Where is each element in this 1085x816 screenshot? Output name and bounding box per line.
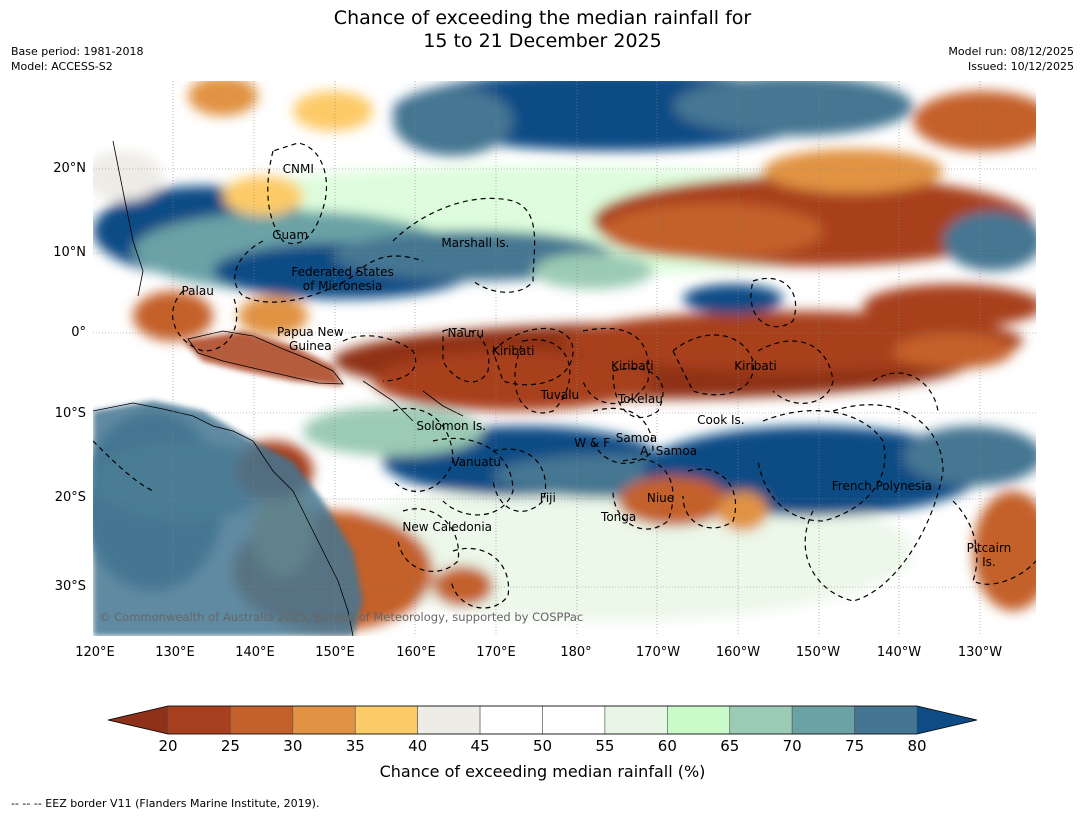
lat-tick: 10°S [54,406,86,421]
model-run: Model run: 08/12/2025 [948,45,1074,58]
copyright-notice: © Commonwealth of Australia 2025, Bureau… [99,610,584,624]
lon-tick: 160°W [715,645,761,660]
lon-tick: 130°W [957,645,1003,660]
colorbar-tick: 75 [845,737,865,755]
colorbar-segment [604,705,668,735]
region-label: Fiji [539,491,556,506]
colorbar-segment [479,705,543,735]
land-mask [93,331,363,636]
eez-borders [93,142,1036,609]
colorbar-high-extend [917,706,977,734]
model-name: Model: ACCESS-S2 [11,60,113,73]
region-label: CNMI [282,162,314,176]
region-label: Kiribati [611,359,654,374]
colorbar-segment [854,705,918,735]
region-label: Palau [181,284,214,299]
colorbar-segment [167,705,231,735]
colorbar [107,705,978,735]
title-line-2: 15 to 21 December 2025 [423,30,662,52]
region-label: Vanuatu [451,454,501,469]
lon-tick: 150°E [315,645,355,660]
base-period: Base period: 1981-2018 [11,45,144,58]
region-label: Federated States of Micronesia [291,264,394,293]
lat-tick: 20°S [54,490,86,505]
region-label: Pitcairn Is. [966,541,1012,570]
colorbar-segment [542,705,606,735]
lon-tick: 150°W [795,645,841,660]
colorbar-tick: 30 [283,737,303,755]
colorbar-segment [417,705,481,735]
region-label: Guam [272,227,309,242]
lon-tick: 170°E [476,645,516,660]
colorbar-segment [667,705,731,735]
lon-tick: 140°E [235,645,275,660]
region-label: Marshall Is. [441,235,510,250]
meta-left: Base period: 1981-2018 Model: ACCESS-S2 [11,44,143,74]
lat-tick: 30°S [54,579,86,594]
colorbar-label: Chance of exceeding median rainfall (%) [379,762,706,781]
colorbar-segment [729,705,793,735]
colorbar-tick: 25 [220,737,240,755]
colorbar-tick: 50 [532,737,553,755]
lon-tick: 160°E [396,645,436,660]
region-label: Samoa [615,430,658,445]
colorbar-low-extend [108,706,168,734]
region-label: W & F [574,435,610,450]
colorbar-tick: 35 [345,737,365,755]
rainfall-map: © Commonwealth of Australia 2025, Bureau… [93,81,1036,636]
graticule [93,81,1036,636]
coastlines [93,140,464,636]
title-line-1: Chance of exceeding the median rainfall … [333,7,752,29]
region-label: Tuvalu [540,388,580,403]
colorbar-tick: 55 [595,737,615,755]
colorbar-tick: 80 [907,737,927,755]
colorbar-tick: 60 [657,737,677,755]
region-label: Tokelau [617,391,663,406]
map-title: Chance of exceeding the median rainfall … [0,7,1085,53]
region-label: A. Samoa [640,444,698,459]
meta-right: Model run: 08/12/2025 Issued: 10/12/2025 [948,44,1074,74]
lon-tick: 170°W [635,645,681,660]
region-label: New Caledonia [402,519,493,534]
region-label: Kiribati [491,343,535,358]
colorbar-tick: 20 [158,737,178,755]
region-label: Solomon Is. [416,418,487,433]
region-label: Niue [646,491,675,506]
colorbar-tick: 40 [408,737,428,755]
colorbar-segment [354,705,418,735]
eez-footnote: -- -- -- EEZ border V11 (Flanders Marine… [11,797,320,810]
region-label: Kiribati [734,359,777,374]
region-label: Papua New Guinea [277,324,344,353]
lon-tick: 180° [560,645,592,660]
lat-tick: 10°N [53,245,86,260]
colorbar-tick: 65 [720,737,740,755]
lon-tick: 140°W [876,645,922,660]
lat-tick: 20°N [53,161,86,176]
map-field [93,81,1036,636]
region-label: Tonga [601,509,637,524]
colorbar-tick: 70 [782,737,802,755]
issued-date: Issued: 10/12/2025 [967,60,1074,73]
lon-tick: 120°E [75,645,115,660]
colorbar-segment [791,705,855,735]
colorbar-segment [292,705,356,735]
lat-tick: 0° [71,325,86,340]
colorbar-segment [230,705,294,735]
region-label: Cook Is. [697,412,745,427]
region-label: French Polynesia [831,479,932,494]
region-label: Nauru [447,326,484,340]
lon-tick: 130°E [155,645,195,660]
colorbar-tick: 45 [470,737,490,755]
